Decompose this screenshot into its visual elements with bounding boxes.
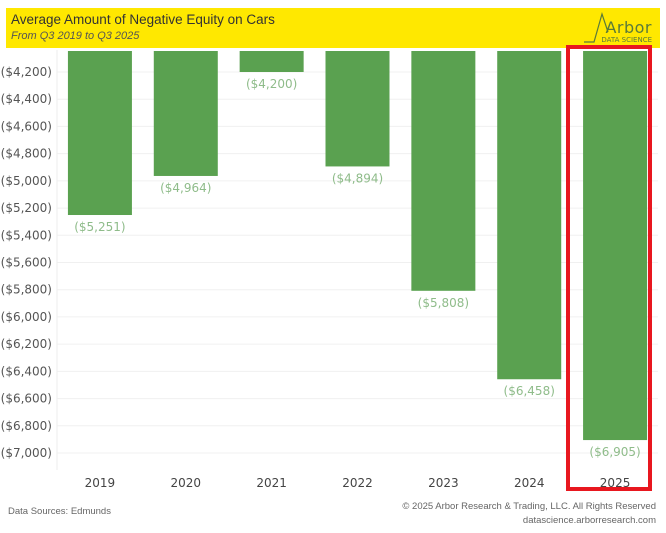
logo-wordmark: Arbor [605, 18, 652, 37]
x-tick-label-2023: 2023 [428, 476, 459, 490]
chart-title: Average Amount of Negative Equity on Car… [11, 12, 275, 27]
y-tick-label: ($7,000) [1, 446, 52, 460]
bars [67, 51, 648, 441]
y-tick-label: ($5,800) [1, 283, 52, 297]
data-label-2019: ($5,251) [74, 220, 125, 234]
y-axis-ticks: ($4,200) ($4,400) ($4,600) ($4,800) ($5,000)… [1, 65, 52, 460]
highlight-box-2025 [566, 45, 652, 491]
chart-header: Average Amount of Negative Equity on Car… [6, 8, 660, 48]
x-tick-label-2019: 2019 [85, 476, 116, 490]
logo-subtext: DATA SCIENCE [601, 36, 652, 44]
data-labels: ($5,251) ($4,964) ($4,200) ($4,894) ($5,808)… [74, 77, 641, 459]
x-tick-label-2024: 2024 [514, 476, 545, 490]
bar-2025[interactable] [583, 51, 648, 441]
data-label-2023: ($5,808) [418, 296, 469, 310]
y-tick-label: ($5,000) [1, 174, 52, 188]
arbor-logo: Arbor DATA SCIENCE [582, 10, 654, 46]
y-tick-label: ($6,800) [1, 419, 52, 433]
bar-2024[interactable] [497, 51, 562, 380]
y-tick-label: ($4,400) [1, 92, 52, 106]
x-tick-label-2025: 2025 [600, 476, 631, 490]
footer-credits: © 2025 Arbor Research & Trading, LLC. Al… [402, 500, 656, 528]
bar-2021[interactable] [239, 51, 304, 72]
bar-2023[interactable] [411, 51, 476, 291]
y-tick-label: ($6,400) [1, 364, 52, 378]
x-tick-label-2020: 2020 [171, 476, 202, 490]
data-label-2025: ($6,905) [589, 445, 640, 459]
x-axis-ticks: 2019 2020 2021 2022 2023 2024 2025 [85, 476, 631, 490]
bar-2019[interactable] [67, 51, 132, 216]
arbor-logo-mark-icon [584, 11, 609, 43]
y-tick-label: ($5,600) [1, 256, 52, 270]
y-tick-label: ($4,200) [1, 65, 52, 79]
data-source: Data Sources: Edmunds [8, 506, 111, 517]
y-tick-label: ($5,200) [1, 201, 52, 215]
y-tick-label: ($4,800) [1, 147, 52, 161]
data-label-2024: ($6,458) [504, 384, 555, 398]
y-tick-label: ($6,200) [1, 337, 52, 351]
bar-2020[interactable] [153, 51, 218, 176]
y-tick-label: ($6,000) [1, 310, 52, 324]
data-label-2020: ($4,964) [160, 181, 211, 195]
y-tick-label: ($6,600) [1, 392, 52, 406]
bar-2022[interactable] [325, 51, 390, 167]
website-link[interactable]: datascience.arborresearch.com [522, 515, 656, 526]
x-tick-label-2021: 2021 [256, 476, 287, 490]
chart-subtitle: From Q3 2019 to Q3 2025 [11, 30, 140, 42]
copyright-text: © 2025 Arbor Research & Trading, LLC. Al… [402, 501, 656, 512]
x-tick-label-2022: 2022 [342, 476, 373, 490]
y-tick-label: ($5,400) [1, 228, 52, 242]
data-label-2021: ($4,200) [246, 77, 297, 91]
data-label-2022: ($4,894) [332, 171, 383, 185]
y-tick-label: ($4,600) [1, 119, 52, 133]
